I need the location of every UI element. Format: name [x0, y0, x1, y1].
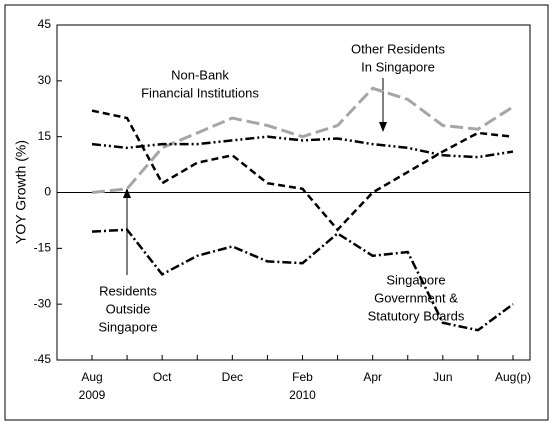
series-annotation: Other Residents: [351, 41, 445, 56]
y-tick-label: 0: [44, 185, 51, 199]
x-tick-label: Dec: [222, 370, 243, 384]
x-tick-label: Apr: [363, 370, 382, 384]
y-tick-label: 30: [38, 73, 52, 87]
y-tick-label: -45: [34, 352, 52, 366]
y-tick-label: -30: [34, 296, 52, 310]
series-annotation: Non-Bank: [171, 67, 229, 82]
outer-frame: [4, 4, 549, 421]
x-tick-label: Feb: [292, 370, 313, 384]
y-tick-label: -15: [34, 241, 52, 255]
y-tick-label: 45: [38, 17, 52, 31]
series-annotation: Outside: [106, 301, 151, 316]
year-label: 2010: [289, 388, 316, 402]
series-line: [91, 228, 514, 332]
series-annotation: Statutory Boards: [368, 308, 465, 323]
arrows: [123, 78, 387, 275]
x-tick-label: Oct: [153, 370, 172, 384]
series-line: [91, 109, 514, 232]
series-annotation: Financial Institutions: [141, 85, 259, 100]
series-annotation: Singapore: [98, 319, 157, 334]
series-line: [91, 135, 514, 159]
series-annotation: Government &: [374, 290, 458, 305]
series-annotation: Residents: [99, 283, 157, 298]
series-annotation: Singapore: [386, 272, 445, 287]
x-tick-label: Aug(p): [495, 370, 531, 384]
y-tick-label: 15: [38, 129, 52, 143]
series-annotation: In Singapore: [361, 59, 435, 74]
x-tick-label: Jun: [433, 370, 452, 384]
year-label: 2009: [79, 388, 106, 402]
y-axis-label: YOY Growth (%): [13, 140, 29, 244]
arrow-head: [379, 122, 387, 132]
series-line: [91, 86, 514, 194]
x-tick-label: Aug: [81, 370, 102, 384]
